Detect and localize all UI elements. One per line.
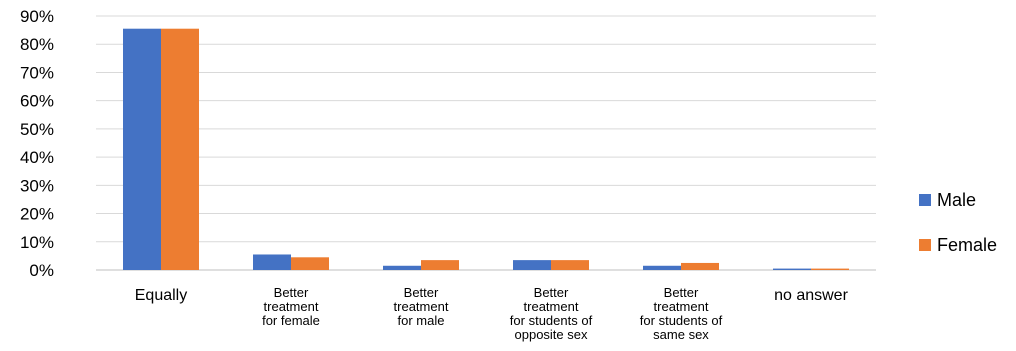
x-category-label: for students of <box>510 313 593 328</box>
x-category-label: Equally <box>135 287 187 304</box>
bar-male-3 <box>513 260 551 270</box>
legend-swatch-female <box>919 239 931 251</box>
x-category-label: treatment <box>394 299 449 314</box>
y-axis-ticks: 0% 10% 20% 30% 40% 50% 60% 70% 80% 90% <box>20 7 54 280</box>
legend-label-female: Female <box>937 235 997 255</box>
y-tick-label: 80% <box>20 35 54 54</box>
bar-female-1 <box>291 257 329 270</box>
bar-female-0 <box>161 28 199 271</box>
y-tick-label: 0% <box>29 261 54 280</box>
x-category-label: treatment <box>654 299 709 314</box>
legend-swatch-male <box>919 194 931 206</box>
gridlines <box>96 15 876 271</box>
x-category-label: Better <box>274 285 309 300</box>
bar-female-2 <box>421 260 459 270</box>
bar-male-0 <box>123 28 161 271</box>
x-category-label: Better <box>534 285 569 300</box>
bars <box>123 28 849 271</box>
y-tick-label: 90% <box>20 7 54 26</box>
y-tick-label: 40% <box>20 148 54 167</box>
bar-male-5 <box>773 268 811 270</box>
x-category-label: same sex <box>653 327 709 342</box>
bar-male-4 <box>643 265 681 270</box>
x-category-label: no answer <box>774 287 848 304</box>
x-category-label: opposite sex <box>515 327 588 342</box>
legend-label-male: Male <box>937 190 976 210</box>
bar-female-3 <box>551 260 589 270</box>
x-category-label: Better <box>404 285 439 300</box>
x-category-label: for female <box>262 313 320 328</box>
x-category-label: Better <box>664 285 699 300</box>
x-category-label: for students of <box>640 313 723 328</box>
bar-male-2 <box>383 265 421 270</box>
bar-female-4 <box>681 262 719 270</box>
legend: Male Female <box>919 190 997 255</box>
x-category-label: treatment <box>524 299 579 314</box>
y-tick-label: 10% <box>20 233 54 252</box>
y-tick-label: 50% <box>20 120 54 139</box>
y-tick-label: 30% <box>20 176 54 195</box>
y-tick-label: 20% <box>20 205 54 224</box>
x-category-label: for male <box>398 313 445 328</box>
bar-male-1 <box>253 254 291 270</box>
bar-female-5 <box>811 268 849 270</box>
y-tick-label: 70% <box>20 63 54 82</box>
x-category-label: treatment <box>264 299 319 314</box>
y-tick-label: 60% <box>20 92 54 111</box>
